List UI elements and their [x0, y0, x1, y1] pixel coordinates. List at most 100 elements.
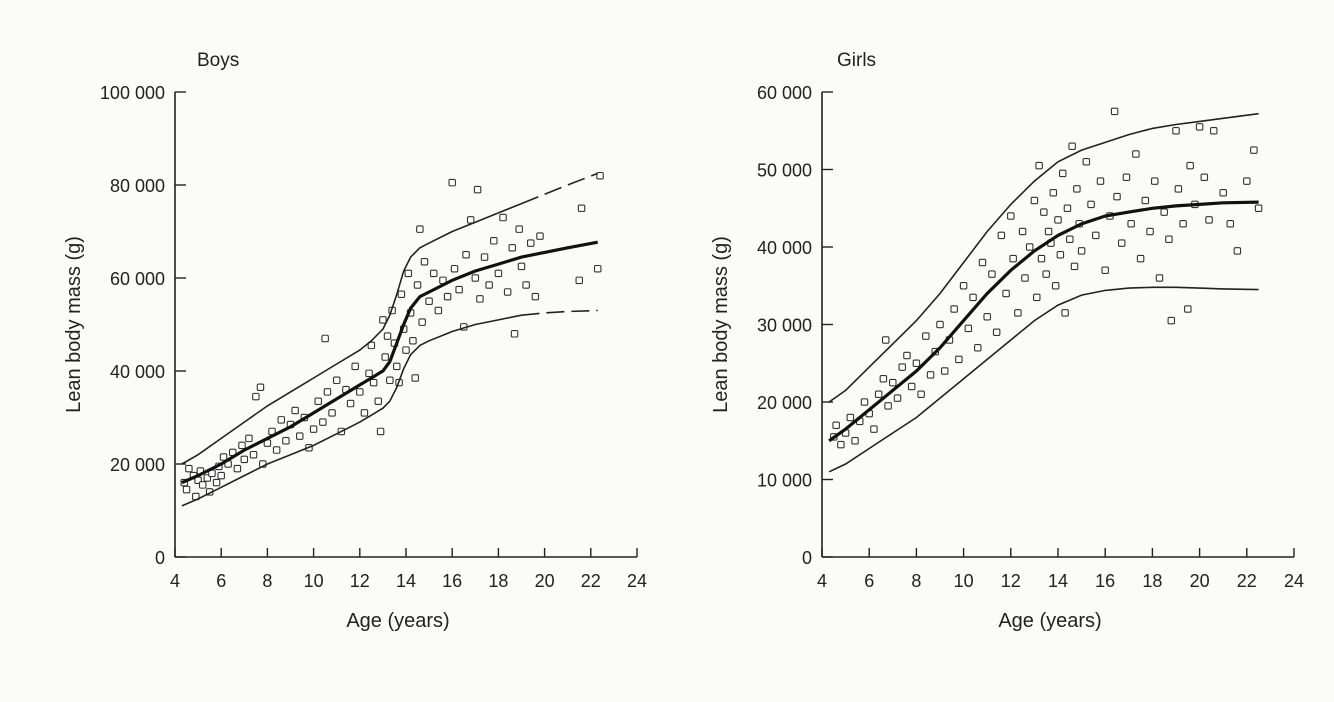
data-point: [936, 320, 944, 329]
data-point: [1165, 235, 1173, 244]
data-point: [940, 367, 949, 375]
data-point: [503, 288, 512, 296]
data-point: [369, 378, 378, 387]
data-point: [959, 281, 968, 290]
data-point: [978, 258, 987, 267]
data-point: [1122, 173, 1131, 182]
data-point: [517, 262, 526, 271]
data-point: [593, 264, 602, 273]
data-point: [282, 436, 290, 445]
data-point: [1186, 161, 1194, 170]
data-point: [1136, 254, 1145, 263]
data-point: [837, 440, 845, 449]
data-point: [367, 341, 376, 350]
data-point: [381, 353, 389, 361]
data-point: [969, 293, 977, 302]
data-point: [434, 306, 443, 315]
data-point: [1002, 289, 1010, 298]
data-point: [217, 471, 225, 480]
data-point: [319, 418, 327, 426]
data-point: [1141, 196, 1150, 205]
data-point: [490, 237, 498, 245]
data-point: [256, 383, 265, 392]
data-point: [898, 363, 906, 371]
y-tick-label: 20 000: [757, 393, 812, 413]
data-point: [360, 409, 369, 417]
y-tick-label: 80 000: [110, 176, 165, 196]
data-point: [997, 231, 1006, 240]
data-point: [577, 204, 586, 213]
data-point: [510, 330, 519, 338]
data-point: [198, 481, 207, 489]
data-point: [1184, 305, 1192, 313]
data-point: [1127, 220, 1135, 228]
data-point: [1056, 251, 1065, 259]
data-point: [1066, 235, 1074, 244]
data-point: [1051, 281, 1060, 290]
data-point: [314, 397, 322, 405]
data-point: [846, 413, 855, 422]
data-point: [1049, 189, 1058, 197]
x-tick-label: 24: [627, 571, 647, 591]
data-point: [1210, 127, 1218, 135]
data-point: [1087, 200, 1095, 209]
data-point: [1040, 208, 1048, 216]
data-point: [182, 485, 191, 494]
data-point: [420, 257, 429, 266]
x-tick-label: 14: [396, 571, 416, 591]
data-point: [374, 397, 383, 405]
x-tick-label: 8: [911, 571, 921, 591]
data-point: [515, 225, 523, 233]
x-tick-label: 20: [1190, 571, 1210, 591]
y-tick-label: 100 000: [100, 83, 165, 103]
x-tick-label: 10: [304, 571, 324, 591]
data-point: [212, 478, 221, 487]
data-point: [402, 346, 410, 354]
x-tick-label: 20: [535, 571, 555, 591]
data-point: [1092, 231, 1100, 240]
data-point: [522, 281, 530, 289]
data-point: [1082, 158, 1091, 166]
x-tick-label: 14: [1048, 571, 1068, 591]
data-point: [411, 374, 419, 382]
x-tick-label: 4: [170, 571, 180, 591]
data-point: [1226, 220, 1235, 228]
data-point: [1101, 266, 1109, 274]
data-point: [351, 362, 359, 371]
data-point: [1113, 192, 1121, 201]
data-point: [1179, 220, 1187, 228]
data-point: [383, 332, 392, 340]
data-point: [499, 213, 507, 222]
data-point: [409, 337, 417, 345]
data-point: [1042, 270, 1050, 278]
data-point: [418, 318, 426, 326]
y-axis-label: Lean body mass (g): [710, 236, 732, 413]
data-point: [219, 453, 228, 461]
data-point: [832, 421, 840, 429]
data-point: [992, 328, 1001, 336]
data-point: [1174, 185, 1183, 193]
data-point: [272, 446, 281, 454]
data-point: [879, 374, 888, 383]
data-point: [912, 359, 921, 367]
data-point: [575, 276, 583, 285]
series-upper-line: [181, 202, 522, 465]
boys-panel: Boys 4 6 8 10 12 14 16 18 20 22 24 0 20 000 40 000 60 0…: [63, 50, 647, 632]
data-point: [1044, 227, 1053, 236]
data-point: [480, 253, 489, 261]
data-point: [1035, 161, 1043, 170]
series-lower-line: [181, 314, 522, 507]
y-tick-label: 0: [155, 548, 165, 568]
data-point: [365, 369, 373, 378]
series-upper-line: [828, 112, 1259, 403]
y-tick-label: 10 000: [757, 471, 812, 491]
data-point: [455, 285, 463, 294]
data-point: [851, 436, 859, 445]
data-point: [1014, 309, 1022, 317]
data-point: [536, 232, 544, 240]
y-tick-label: 60 000: [110, 269, 165, 289]
data-point: [860, 398, 869, 406]
y-tick-label: 40 000: [110, 362, 165, 382]
